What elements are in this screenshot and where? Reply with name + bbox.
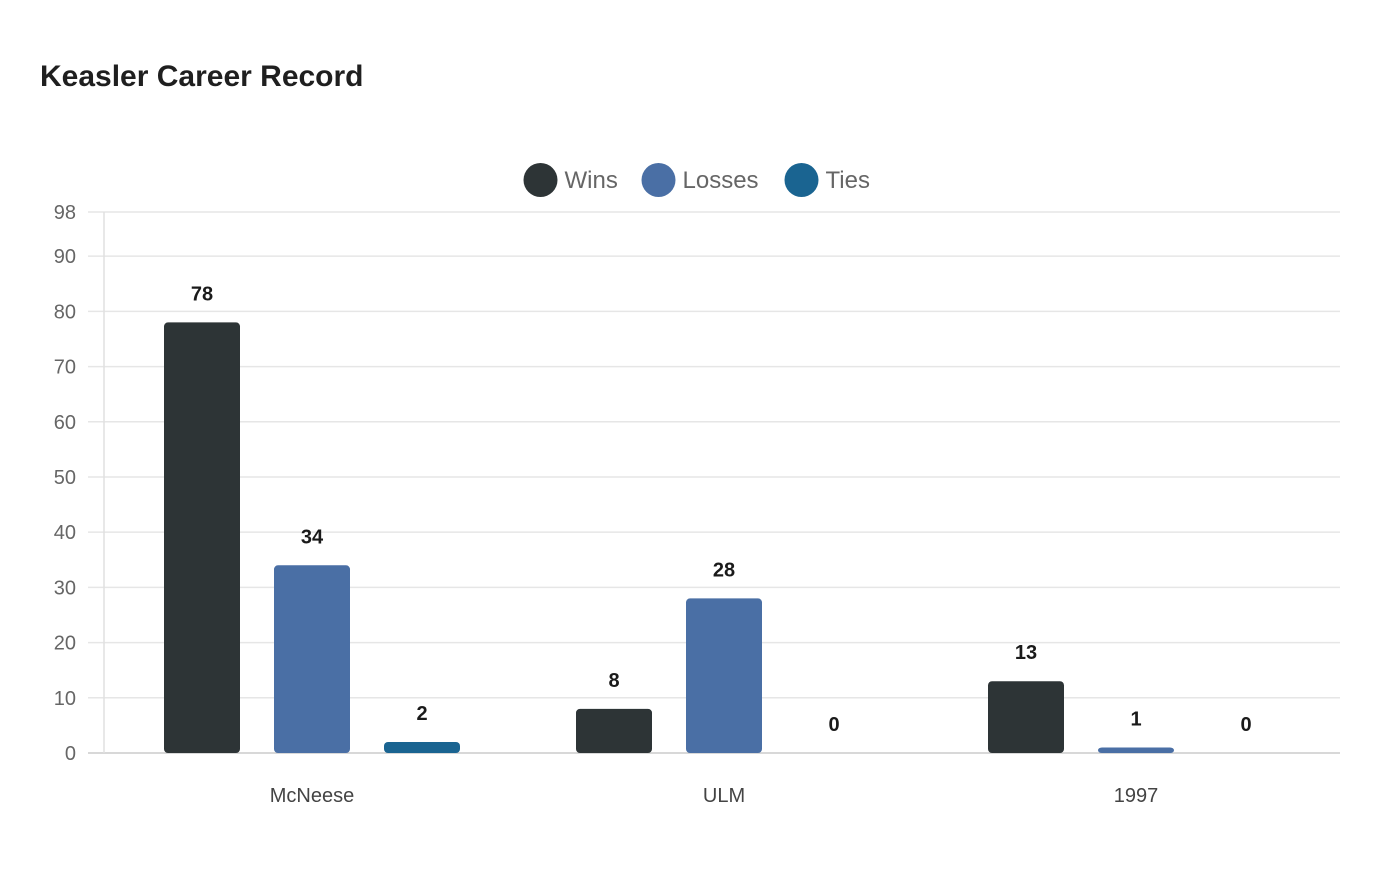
x-tick-label-1997: 1997 <box>1114 785 1159 807</box>
bar-mcneese-losses <box>274 565 350 753</box>
data-label-mcneese-losses: 34 <box>301 526 324 548</box>
bar-mcneese-wins <box>164 322 240 753</box>
legend-item-wins[interactable]: Wins <box>523 163 618 197</box>
y-tick-label: 50 <box>54 467 76 489</box>
legend-swatch-ties <box>784 163 819 197</box>
bar-1997-wins <box>988 681 1064 753</box>
bar-1997-losses <box>1098 747 1174 753</box>
legend: Wins Losses Ties <box>523 163 870 197</box>
y-tick-label: 10 <box>54 688 76 710</box>
legend-label-losses: Losses <box>683 167 759 194</box>
x-tick-label-mcneese: McNeese <box>270 785 354 807</box>
y-tick-label: 80 <box>54 301 76 323</box>
legend-label-wins: Wins <box>565 167 618 194</box>
y-tick-label: 40 <box>54 522 76 544</box>
y-tick-label: 90 <box>54 246 76 268</box>
legend-label-ties: Ties <box>826 167 870 194</box>
bar-ulm-wins <box>576 708 652 753</box>
x-tick-label-ulm: ULM <box>703 785 745 807</box>
data-label-mcneese-ties: 2 <box>416 703 427 725</box>
y-tick-label: 20 <box>54 633 76 655</box>
data-label-ulm-losses: 28 <box>713 559 735 581</box>
legend-swatch-losses <box>641 163 676 197</box>
y-tick-label: 70 <box>54 357 76 379</box>
data-label-ulm-wins: 8 <box>608 670 619 692</box>
y-tick-label: 0 <box>65 743 76 765</box>
data-label-ulm-ties: 0 <box>828 714 839 736</box>
y-tick-label: 60 <box>54 412 76 434</box>
legend-item-losses[interactable]: Losses <box>641 163 759 197</box>
legend-swatch-wins <box>523 163 558 197</box>
chart-title: Keasler Career Record <box>40 60 364 93</box>
bars <box>164 322 1174 753</box>
data-label-1997-losses: 1 <box>1130 708 1141 730</box>
data-label-mcneese-wins: 78 <box>191 283 213 305</box>
bar-ulm-losses <box>686 598 762 753</box>
data-label-1997-ties: 0 <box>1240 714 1251 736</box>
data-label-1997-wins: 13 <box>1015 642 1037 664</box>
legend-item-ties[interactable]: Ties <box>784 163 870 197</box>
bar-mcneese-ties <box>384 741 460 753</box>
y-tick-label: 98 <box>54 202 76 224</box>
y-tick-label: 30 <box>54 577 76 599</box>
